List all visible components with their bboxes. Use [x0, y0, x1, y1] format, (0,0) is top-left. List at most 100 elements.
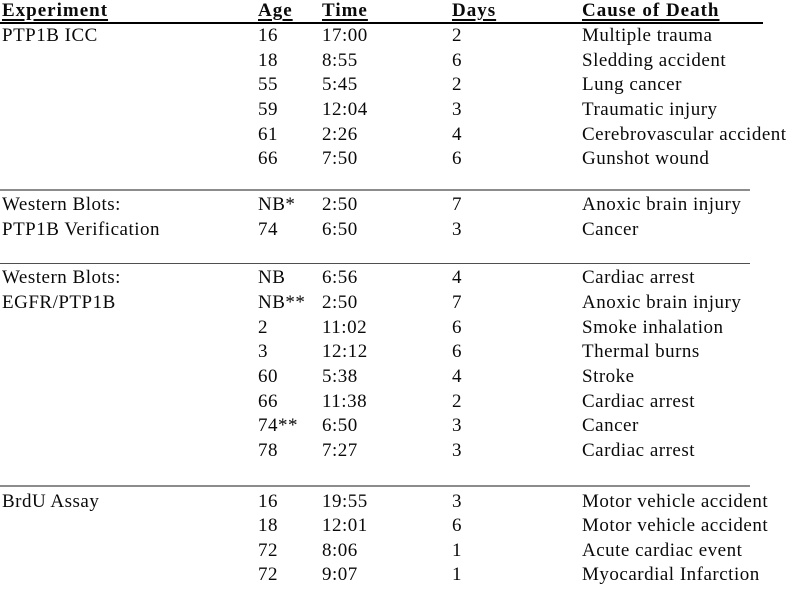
cell-cause: Cerebrovascular accident — [582, 123, 787, 145]
cell-experiment — [0, 147, 258, 172]
cell-time: 2:26 — [322, 123, 358, 145]
cell-time: 5:45 — [322, 74, 358, 96]
cell-age: 74 — [258, 218, 278, 240]
cell-cause: Cancer — [582, 415, 639, 437]
cell-age: 18 — [258, 515, 278, 537]
cell-experiment: PTP1B ICC — [2, 25, 98, 46]
cell-experiment: BrdU Assay — [2, 490, 100, 512]
cell-time: 6:56 — [322, 267, 358, 289]
cell-experiment — [0, 539, 258, 564]
cell-age: 60 — [258, 365, 278, 387]
cell-days: 6 — [452, 515, 462, 537]
cell-cause: Anoxic brain injury — [582, 193, 742, 215]
cell-time: 11:02 — [322, 316, 368, 338]
cell-days: 6 — [452, 341, 462, 363]
cell-time: 2:50 — [322, 193, 358, 215]
cell-cause: Stroke — [582, 365, 635, 387]
table-section-brdu-assay: BrdU Assay 16 19:55 3 Motor vehicle accident… — [0, 490, 800, 589]
cell-cause: Myocardial Infarction — [582, 564, 760, 586]
cell-cause: Acute cardiac event — [582, 539, 743, 561]
cell-time: 7:27 — [322, 439, 358, 461]
table-row: Western Blots: NB* 2:50 7 Anoxic brain injur… — [0, 193, 800, 218]
cell-days: 2 — [452, 25, 462, 46]
cell-time: 17:00 — [322, 25, 368, 46]
cell-days: 3 — [452, 218, 462, 240]
cell-age: 16 — [258, 490, 278, 512]
cell-days: 3 — [452, 439, 462, 461]
cell-age: 61 — [258, 123, 278, 145]
cell-age: 2 — [258, 316, 268, 338]
cell-experiment — [0, 390, 258, 415]
cell-time: 12:01 — [322, 515, 368, 537]
cell-days: 4 — [452, 365, 462, 387]
cell-experiment: EGFR/PTP1B — [2, 291, 116, 313]
cell-age: 16 — [258, 25, 278, 46]
table-row: BrdU Assay 16 19:55 3 Motor vehicle accident — [0, 490, 800, 515]
table-row: 72 8:06 1 Acute cardiac event — [0, 539, 800, 564]
cell-age: NB** — [258, 291, 306, 313]
cell-experiment — [0, 414, 258, 439]
cell-experiment — [0, 563, 258, 588]
cell-time: 2:50 — [322, 291, 358, 313]
cell-experiment: Western Blots: — [2, 267, 121, 289]
cell-experiment — [0, 365, 258, 390]
cell-age: 55 — [258, 74, 278, 96]
column-header-time: Time — [322, 0, 368, 21]
cell-time: 8:06 — [322, 539, 358, 561]
cell-age: 66 — [258, 148, 278, 170]
cell-days: 2 — [452, 390, 462, 412]
table-row: 59 12:04 3 Traumatic injury — [0, 98, 800, 123]
table-row: PTP1B ICC 16 17:00 2 Multiple trauma — [0, 24, 800, 49]
cell-days: 7 — [452, 193, 462, 215]
table-section-western-blots-egfr-ptp1b: Western Blots: NB 6:56 4 Cardiac arrest EGFR/… — [0, 266, 800, 463]
table-row: 60 5:38 4 Stroke — [0, 365, 800, 390]
cell-experiment — [0, 123, 258, 148]
cell-cause: Gunshot wound — [582, 148, 710, 170]
section-divider — [0, 484, 750, 487]
table-row: 18 12:01 6 Motor vehicle accident — [0, 514, 800, 539]
cell-experiment — [0, 514, 258, 539]
cell-days: 1 — [452, 539, 462, 561]
cell-days: 3 — [452, 98, 462, 120]
table-row: 18 8:55 6 Sledding accident — [0, 49, 800, 74]
cell-time: 7:50 — [322, 148, 358, 170]
cell-cause: Smoke inhalation — [582, 316, 724, 338]
table-row: 61 2:26 4 Cerebrovascular accident — [0, 123, 800, 148]
cell-experiment — [0, 316, 258, 341]
section-divider — [0, 188, 750, 191]
table-header-row: Experiment Age Time Days Cause of Death — [0, 0, 763, 24]
table-section-western-blots-ptp1b-verification: Western Blots: NB* 2:50 7 Anoxic brain injur… — [0, 193, 800, 242]
cell-days: 6 — [452, 148, 462, 170]
cell-cause: Cardiac arrest — [582, 439, 696, 461]
cell-time: 19:55 — [322, 490, 368, 512]
table-row: 66 7:50 6 Gunshot wound — [0, 147, 800, 172]
cell-days: 2 — [452, 74, 462, 96]
cell-cause: Motor vehicle accident — [582, 490, 769, 512]
cell-experiment — [0, 73, 258, 98]
table-row: EGFR/PTP1B NB** 2:50 7 Anoxic brain injury — [0, 291, 800, 316]
cell-experiment: Western Blots: — [2, 193, 121, 215]
cell-time: 8:55 — [322, 49, 358, 71]
cell-age: 59 — [258, 98, 278, 120]
column-header-age: Age — [258, 0, 293, 21]
cell-cause: Motor vehicle accident — [582, 515, 769, 537]
column-header-cause-of-death: Cause of Death — [582, 0, 720, 21]
cell-time: 9:07 — [322, 564, 358, 586]
table-row: Western Blots: NB 6:56 4 Cardiac arrest — [0, 266, 800, 291]
cell-cause: Lung cancer — [582, 74, 682, 96]
cell-days: 4 — [452, 123, 462, 145]
cell-days: 6 — [452, 316, 462, 338]
cell-days: 3 — [452, 415, 462, 437]
cell-experiment — [0, 340, 258, 365]
table-row: 3 12:12 6 Thermal burns — [0, 340, 800, 365]
cell-experiment: PTP1B Verification — [2, 218, 161, 240]
cell-days: 1 — [452, 564, 462, 586]
cell-days: 6 — [452, 49, 462, 71]
cell-days: 7 — [452, 291, 462, 313]
cell-age: 78 — [258, 439, 278, 461]
cell-age: 3 — [258, 341, 268, 363]
table-row: PTP1B Verification 74 6:50 3 Cancer — [0, 218, 800, 243]
cell-age: 72 — [258, 564, 278, 586]
